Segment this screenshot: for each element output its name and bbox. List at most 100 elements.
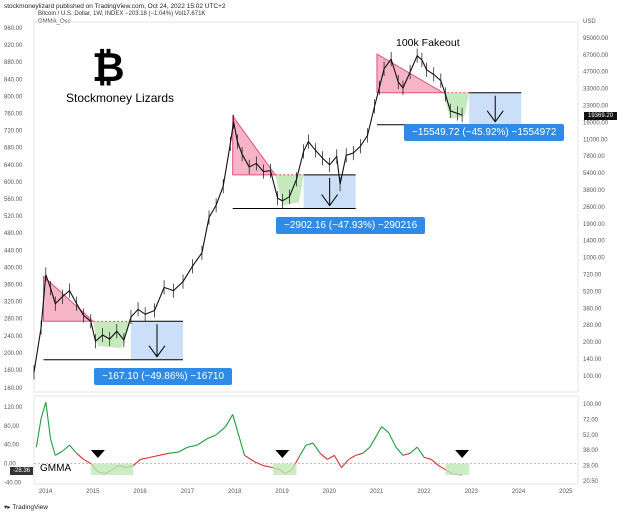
- right-price-tick: 140.00: [583, 357, 602, 363]
- osc-segment: [355, 452, 363, 456]
- symbol-line: Bitcoin / U.S. Dollar, 1W, INDEX −203.18…: [38, 11, 206, 17]
- osc-segment: [333, 455, 342, 468]
- brand-name: Stockmoney Lizards: [66, 91, 175, 105]
- osc-segment: [178, 446, 188, 453]
- callout-2022-drop: −15549.72 (−45.92%) −1554972: [404, 124, 565, 141]
- x-tick-label: 2022: [417, 489, 431, 495]
- left-osc-tick: 160.00: [4, 386, 23, 392]
- osc-segment: [69, 444, 77, 454]
- osc-segment: [305, 442, 314, 446]
- right-price-tick: 280.00: [583, 323, 602, 329]
- x-tick-label: 2014: [39, 489, 53, 495]
- left-osc-tick: 40.00: [4, 443, 20, 449]
- left-price-tick: 760.00: [4, 112, 23, 118]
- left-price-tick: 360.00: [4, 283, 23, 289]
- right-price-tick: USD: [583, 19, 596, 25]
- left-osc-tick: 120.00: [4, 405, 23, 411]
- signal-marker: [90, 450, 105, 458]
- right-price-tick: 7800.00: [583, 154, 605, 160]
- right-price-tick: 16000.00: [583, 120, 609, 126]
- right-osc-tick: 20.50: [583, 479, 599, 485]
- left-price-tick: 280.00: [4, 317, 23, 323]
- right-osc-tick: 28.00: [583, 464, 599, 470]
- x-tick-label: 2020: [323, 489, 337, 495]
- fakeout-annotation: 100k Fakeout: [396, 37, 460, 49]
- left-osc-tick: -40.00: [4, 481, 22, 487]
- left-price-tick: 680.00: [4, 146, 23, 152]
- drop-arrow-head: [321, 194, 339, 207]
- left-price-tick: 800.00: [4, 94, 23, 100]
- osc-segment: [424, 456, 432, 460]
- last-price-badge: 19369.20: [584, 112, 618, 120]
- distribution-triangle: [42, 275, 95, 322]
- osc-accumulation-fill: [272, 463, 297, 475]
- osc-segment: [62, 444, 70, 452]
- gmma-label: GMMA: [40, 463, 72, 474]
- osc-segment: [140, 456, 151, 460]
- right-price-tick: 720.00: [583, 273, 602, 279]
- drop-arrow-head: [148, 345, 166, 358]
- right-osc-tick: 38.00: [583, 448, 599, 454]
- right-price-tick: 1900.00: [583, 222, 605, 228]
- left-price-tick: 240.00: [4, 334, 23, 340]
- right-price-tick: 3800.00: [583, 188, 605, 194]
- osc-segment: [196, 438, 207, 446]
- osc-segment: [215, 426, 226, 436]
- callout-2019-drop: −2902.16 (−47.93%) −290216: [276, 217, 426, 234]
- x-tick-label: 2023: [465, 489, 479, 495]
- osc-segment: [263, 465, 274, 469]
- right-price-tick: 95000.00: [583, 36, 609, 42]
- right-osc-tick: 100.00: [583, 402, 602, 408]
- left-price-tick: 480.00: [4, 231, 23, 237]
- osc-segment: [409, 446, 418, 454]
- left-price-tick: 160.00: [4, 368, 23, 374]
- osc-segment: [50, 438, 56, 456]
- osc-segment: [438, 465, 446, 471]
- right-price-tick: 23000.00: [583, 104, 609, 110]
- right-osc-tick: 72.00: [583, 417, 599, 423]
- left-osc-tick: 0.00: [4, 462, 16, 468]
- left-price-tick: 320.00: [4, 300, 23, 306]
- right-price-tick: 100.00: [583, 374, 602, 380]
- publisher-line: stockmoneylizard published on TradingVie…: [4, 3, 226, 10]
- osc-pane-frame: [33, 395, 579, 485]
- osc-segment: [45, 402, 52, 440]
- distribution-triangle: [232, 114, 277, 176]
- left-price-tick: 720.00: [4, 129, 23, 135]
- oscillator-value-badge: -28.36: [10, 467, 34, 475]
- tradingview-logo-icon: ▾▸: [4, 504, 13, 511]
- osc-segment: [187, 444, 198, 448]
- right-price-tick: 380.00: [583, 306, 602, 312]
- callout-2015-drop: −167.10 (−49.86%) −16710: [94, 368, 233, 385]
- osc-segment: [236, 430, 246, 456]
- osc-segment: [132, 459, 141, 466]
- osc-segment: [395, 446, 404, 456]
- right-price-tick: 47000.00: [583, 70, 609, 76]
- right-price-tick: 33000.00: [583, 87, 609, 93]
- osc-accumulation-fill: [90, 463, 134, 475]
- osc-segment: [416, 446, 425, 458]
- price-pane-frame: [33, 21, 579, 393]
- bitcoin-logo-icon: ₿: [92, 45, 125, 91]
- osc-segment: [232, 414, 238, 431]
- osc-segment: [55, 450, 63, 456]
- x-tick-label: 2025: [559, 489, 573, 495]
- osc-segment: [327, 454, 335, 460]
- left-osc-tick: 80.00: [4, 424, 20, 430]
- osc-segment: [381, 426, 390, 434]
- left-price-tick: 960.00: [4, 26, 23, 32]
- left-price-tick: 920.00: [4, 43, 23, 49]
- osc-segment: [253, 460, 264, 467]
- osc-segment: [430, 459, 439, 466]
- osc-segment: [40, 401, 47, 419]
- x-tick-label: 2024: [512, 489, 526, 495]
- osc-segment: [206, 434, 217, 440]
- right-osc-tick: 52.00: [583, 433, 599, 439]
- right-price-tick: 2600.00: [583, 205, 605, 211]
- osc-segment: [244, 454, 255, 462]
- left-price-tick: 440.00: [4, 248, 23, 254]
- left-price-tick: 520.00: [4, 214, 23, 220]
- osc-segment: [35, 418, 42, 448]
- osc-segment: [298, 444, 307, 458]
- left-price-tick: 200.00: [4, 351, 23, 357]
